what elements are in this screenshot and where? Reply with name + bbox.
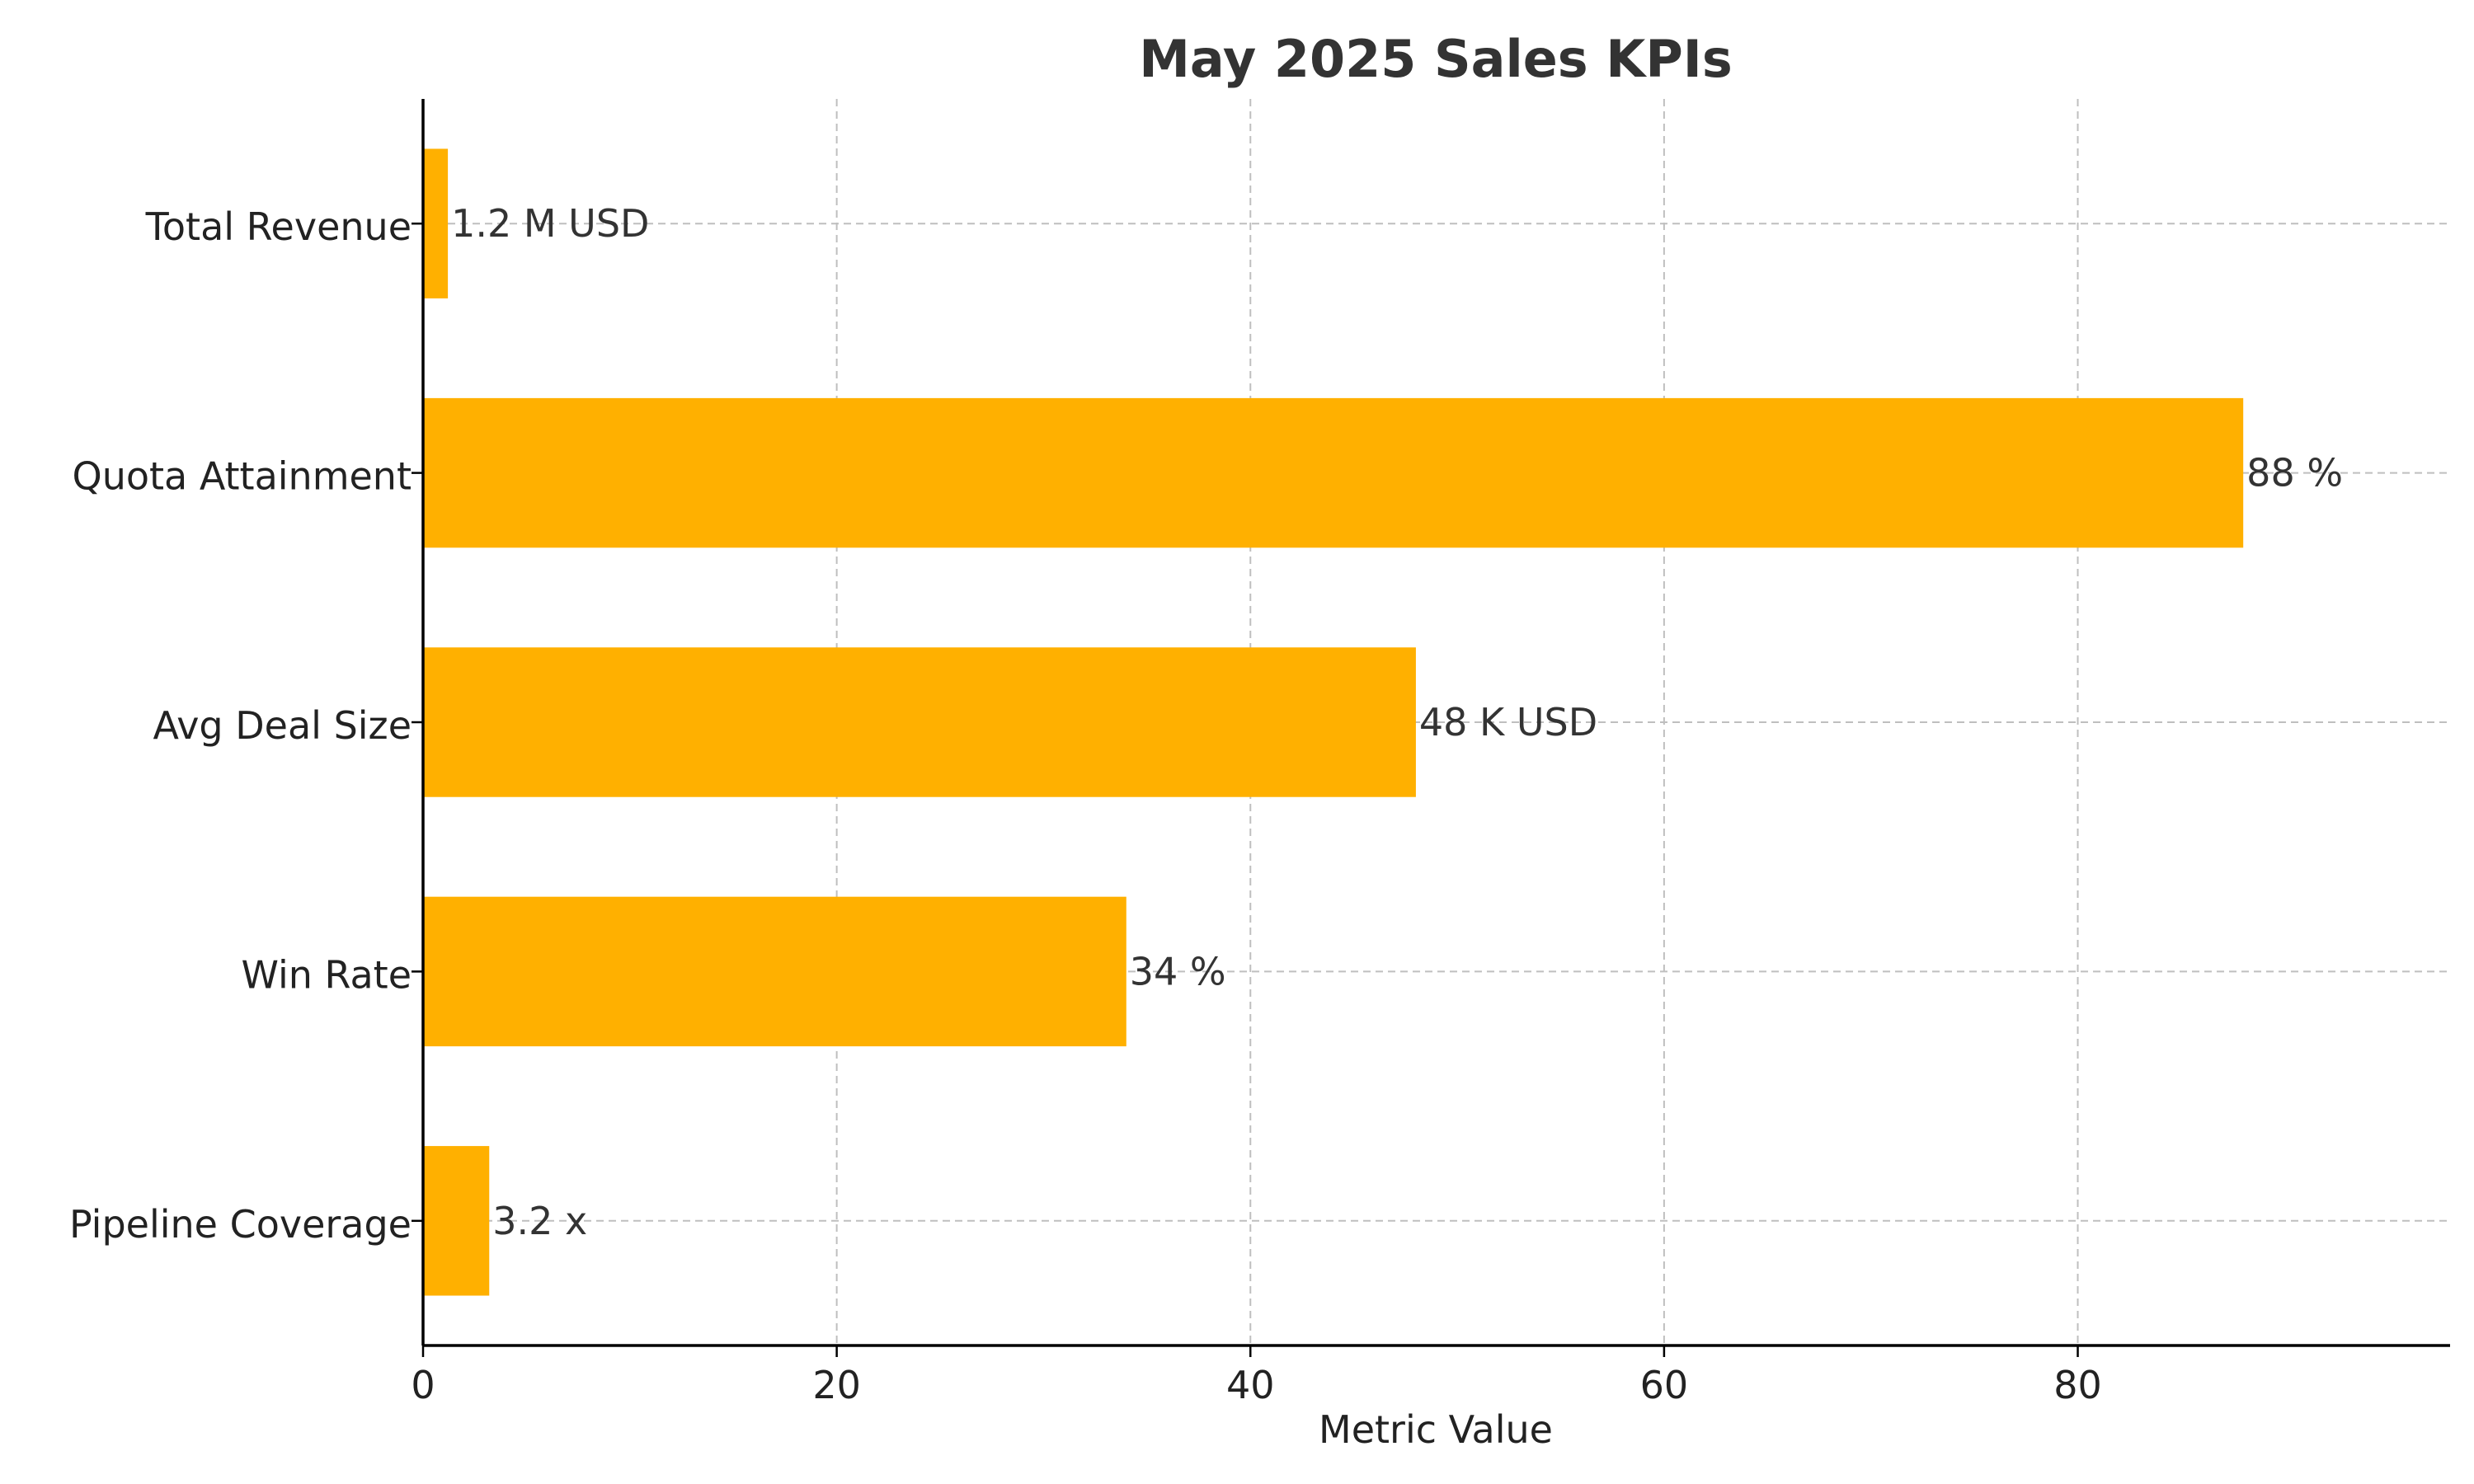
x-axis: 0 20 40 60 80 xyxy=(411,1344,2450,1407)
x-tick-label: 0 xyxy=(411,1363,435,1407)
y-tick-label: Avg Deal Size xyxy=(153,703,412,748)
bar xyxy=(423,647,1416,797)
bars xyxy=(423,148,2244,1296)
chart-title: May 2025 Sales KPIs xyxy=(1139,29,1733,89)
data-label: 1.2 M USD xyxy=(451,201,649,246)
y-tick-label: Quota Attainment xyxy=(72,454,412,499)
x-tick-label: 20 xyxy=(812,1363,861,1407)
data-labels: 1.2 M USD 88 % 48 K USD 34 % 3.2 x xyxy=(451,201,2343,1243)
data-label: 34 % xyxy=(1130,949,1226,993)
bar xyxy=(423,148,449,298)
bar xyxy=(423,896,1126,1047)
x-axis-label: Metric Value xyxy=(1319,1407,1553,1452)
y-tick-label: Total Revenue xyxy=(145,204,412,249)
x-tick-label: 80 xyxy=(2053,1363,2102,1407)
y-tick-label: Pipeline Coverage xyxy=(69,1202,412,1247)
x-tick-label: 40 xyxy=(1226,1363,1275,1407)
x-tick-label: 60 xyxy=(1640,1363,1689,1407)
data-label: 3.2 x xyxy=(492,1199,587,1243)
data-label: 48 K USD xyxy=(1419,700,1597,744)
bar xyxy=(423,397,2244,548)
bar xyxy=(423,1146,490,1296)
data-label: 88 % xyxy=(2246,451,2343,495)
y-tick-label: Win Rate xyxy=(241,952,412,997)
y-axis: Total Revenue Quota Attainment Avg Deal Si… xyxy=(69,99,425,1345)
